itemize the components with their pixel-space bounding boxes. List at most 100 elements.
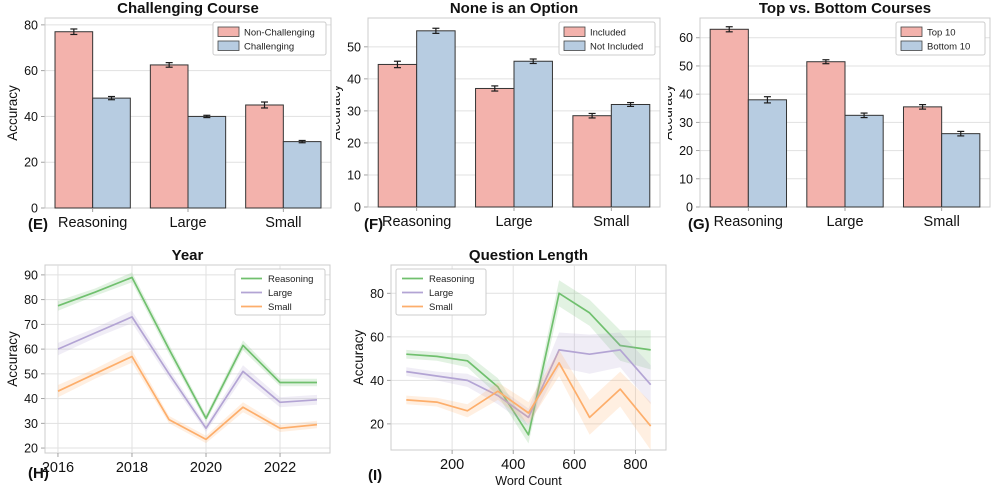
legend-label: Top 10 [927,28,956,39]
bar-bottom-10-large [844,114,884,208]
axis-text: 50 [679,59,693,73]
y-axis-label: Accuracy [668,84,675,140]
legend-box [234,268,326,316]
chart-title: None is an Option [450,0,578,17]
plot-border [44,264,331,454]
panel-label-G: (G) [688,216,710,233]
x-category-label: Reasoning [382,214,451,230]
x-tick-label: 400 [501,457,525,473]
bar-not-included-large [513,60,553,208]
x-category-label: Large [169,215,206,231]
bar-included-small [572,115,612,208]
bar-bottom-10-small [941,133,981,208]
confidence-band-small [406,349,651,450]
x-category-label: Large [495,214,532,230]
chart-title: Year [172,247,204,264]
year-chart: 20 30 40 50 60 70 80 90 Year Accuracy 2016 2018 2020… [5,247,331,476]
panel-none-is-an-option: 0 10 20 30 40 50 None is an Option Accuracy Reas… [336,0,668,245]
panel-label-I: (I) [368,467,383,484]
axis-text: 60 [24,343,38,357]
line-small [406,362,652,427]
bar-challenging-large [187,115,227,209]
bar-non-challenging-reasoning [54,31,94,209]
series [406,280,652,450]
axis-text: 80 [24,18,38,32]
legend: Reasoning Large Small [234,268,326,316]
axis-text: 40 [370,374,384,388]
top-vs-bottom-chart: 0 10 20 30 40 50 60 Top vs. Bottom Courses Accur… [668,0,991,230]
axis-text: 40 [24,392,38,406]
x-category-label: Large [826,214,863,230]
legend-label: Reasoning [429,274,474,285]
axis-text: 70 [24,318,38,332]
axis-text: 50 [347,40,361,54]
line-reasoning [57,276,317,420]
legend-swatch [563,26,586,37]
axis-text: 30 [679,116,693,130]
bar-non-challenging-small [245,104,284,209]
axis-text: 0 [686,201,693,215]
y-axis-label: Accuracy [351,329,366,385]
axis-text: 30 [347,104,361,118]
x-tick-label: 2016 [42,460,74,476]
y-axis-label: Accuracy [5,85,20,141]
chart-title: Challenging Course [117,0,259,17]
legend: Top 10 Bottom 10 [895,21,986,56]
axis-text: 80 [370,287,384,301]
panel-label-H: (H) [28,465,49,482]
chart-title: Question Length [469,247,588,264]
line-reasoning [406,292,651,436]
legend-label: Reasoning [268,274,313,285]
legend-box [212,21,327,56]
x-tick-label: 2022 [264,460,296,476]
legend-label: Small [268,302,292,313]
y-axis-label: Accuracy [336,84,343,140]
x-tick-label: 2018 [116,460,148,476]
legend-swatch [900,40,923,51]
confidence-band-large [406,332,651,427]
bar-non-challenging-large [149,64,189,209]
bar-not-included-small [610,103,651,208]
y-axis-label: Accuracy [5,331,20,387]
legend-box [395,268,487,316]
axis-text: 30 [24,417,38,431]
legend-label: Bottom 10 [927,42,970,53]
x-axis-label: Word Count [495,474,562,488]
legend-label: Not Included [590,42,643,53]
axis-text: 0 [31,202,38,216]
legend-label: Included [590,28,626,39]
axis-text: 50 [24,367,38,381]
axis-text: 20 [679,144,693,158]
bars [377,27,651,208]
axis-text: 40 [24,110,38,124]
axis-text: 10 [347,168,361,182]
legend-swatch [900,26,923,37]
axis-text: 20 [370,417,384,431]
none-is-an-option-chart: 0 10 20 30 40 50 None is an Option Accuracy Reas… [336,0,661,230]
series [57,272,318,444]
axis-text: 90 [24,268,38,282]
line-large [57,316,318,430]
x-category-label: Small [924,214,960,230]
x-category-label: Reasoning [58,215,127,231]
x-category-label: Small [593,214,629,230]
axes-frame: 20 30 40 50 60 70 80 90 [24,264,331,456]
legend-label: Small [429,302,453,313]
legend-swatch [217,26,240,37]
axis-text: 40 [679,88,693,102]
x-tick-label: 200 [440,457,464,473]
legend-label: Large [268,288,292,299]
axis-text: 20 [24,442,38,456]
x-tick-label: 2020 [190,460,222,476]
axis-text: 10 [679,172,693,186]
x-category-label: Reasoning [714,214,783,230]
axis-text: 20 [347,136,361,150]
line-small [57,355,318,441]
bar-included-reasoning [377,63,418,208]
panel-top-vs-bottom: 0 10 20 30 40 50 60 Top vs. Bottom Courses Accur… [668,0,996,245]
bar-top-10-large [806,61,846,208]
confidence-band-reasoning [406,280,651,444]
legend: Included Not Included [558,21,656,56]
question-length-chart: 20 40 60 80 Question Length Accuracy 200 400 600… [351,247,667,488]
